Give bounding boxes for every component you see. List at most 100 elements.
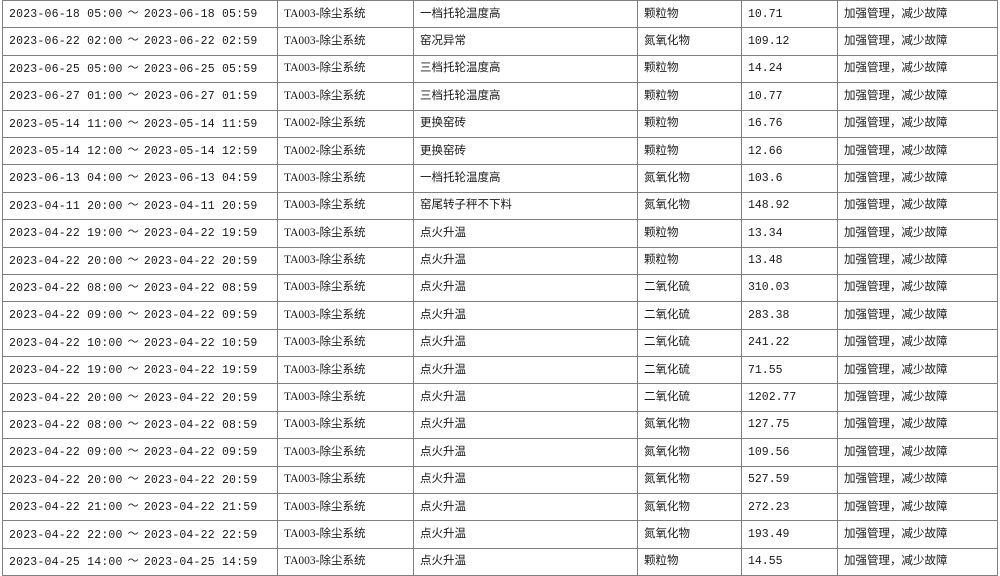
cell-system: TA003-除尘系统 (277, 273, 414, 303)
cell-value: 13.34 (741, 219, 838, 248)
period-separator: ～ (127, 253, 139, 266)
cell-measure: 加强管理，减少故障 (837, 54, 998, 84)
period-separator: ～ (127, 280, 139, 293)
cell-reason: 点火升温 (413, 493, 638, 522)
cell-time-period: 2023-06-22 02:00 ～ 2023-06-22 02:59 (2, 27, 278, 56)
cell-time-period: 2023-06-25 05:00 ～ 2023-06-25 05:59 (2, 54, 278, 84)
cell-pollutant: 氮氧化物 (637, 465, 742, 495)
cell-pollutant: 氮氧化物 (637, 410, 742, 440)
cell-value: 241.22 (741, 328, 838, 358)
cell-measure: 加强管理，减少故障 (837, 438, 998, 467)
cell-measure: 加强管理，减少故障 (837, 164, 998, 193)
cell-time-period: 2023-04-25 14:00 ～ 2023-04-25 14:59 (2, 547, 278, 576)
cell-reason: 点火升温 (413, 383, 638, 412)
period-end: 2023-05-14 12:59 (143, 145, 258, 159)
cell-value: 283.38 (741, 301, 838, 330)
cell-time-period: 2023-04-22 22:00 ～ 2023-04-22 22:59 (2, 520, 278, 549)
period-end: 2023-04-22 21:59 (143, 501, 258, 515)
cell-pollutant: 颗粒物 (637, 82, 742, 111)
cell-measure: 加强管理，减少故障 (837, 493, 998, 522)
cell-time-period: 2023-04-22 09:00 ～ 2023-04-22 09:59 (2, 301, 278, 330)
cell-system: TA003-除尘系统 (277, 383, 414, 412)
cell-value: 193.49 (741, 520, 838, 549)
cell-value: 527.59 (741, 465, 838, 495)
table-row: 2023-06-22 02:00 ～ 2023-06-22 02:59 TA003-除… (2, 27, 998, 56)
cell-system: TA003-除尘系统 (277, 82, 414, 111)
cell-pollutant: 颗粒物 (637, 219, 742, 248)
cell-time-period: 2023-06-27 01:00 ～ 2023-06-27 01:59 (2, 82, 278, 111)
cell-system: TA003-除尘系统 (277, 27, 414, 56)
cell-time-period: 2023-04-22 20:00 ～ 2023-04-22 20:59 (2, 246, 278, 275)
cell-system: TA003-除尘系统 (277, 219, 414, 248)
period-separator: ～ (127, 226, 139, 239)
cell-system: TA003-除尘系统 (277, 0, 414, 29)
cell-measure: 加强管理，减少故障 (837, 465, 998, 495)
cell-value: 103.6 (741, 164, 838, 193)
cell-pollutant: 氮氧化物 (637, 520, 742, 549)
table-row: 2023-04-22 10:00 ～ 2023-04-22 10:59 TA003-除… (2, 328, 998, 358)
cell-value: 10.77 (741, 82, 838, 111)
cell-system: TA003-除尘系统 (277, 410, 414, 440)
cell-system: TA002-除尘系统 (277, 136, 414, 166)
period-start: 2023-05-14 12:00 (9, 145, 123, 159)
table-row: 2023-04-22 20:00 ～ 2023-04-22 20:59 TA003-除… (2, 383, 998, 412)
cell-pollutant: 颗粒物 (637, 54, 742, 84)
period-separator: ～ (127, 144, 139, 157)
period-separator: ～ (127, 89, 139, 102)
period-end: 2023-05-14 11:59 (143, 117, 258, 131)
cell-reason: 三档托轮温度高 (413, 82, 638, 111)
cell-system: TA003-除尘系统 (277, 438, 414, 467)
period-separator: ～ (127, 198, 139, 211)
cell-measure: 加强管理，减少故障 (837, 547, 998, 576)
cell-measure: 加强管理，减少故障 (837, 27, 998, 56)
cell-reason: 点火升温 (413, 328, 638, 358)
period-end: 2023-06-22 02:59 (143, 35, 258, 49)
cell-time-period: 2023-05-14 12:00 ～ 2023-05-14 12:59 (2, 136, 278, 166)
cell-reason: 三档托轮温度高 (413, 54, 638, 84)
period-separator: ～ (127, 363, 139, 376)
period-end: 2023-04-22 09:59 (143, 309, 258, 323)
table-row: 2023-06-18 05:00 ～ 2023-06-18 05:59 TA003-除… (2, 0, 998, 29)
cell-pollutant: 氮氧化物 (637, 191, 742, 221)
period-separator: ～ (127, 390, 139, 403)
cell-pollutant: 颗粒物 (637, 547, 742, 576)
cell-value: 109.56 (741, 438, 838, 467)
cell-reason: 点火升温 (413, 356, 638, 385)
cell-pollutant: 二氧化硫 (637, 356, 742, 385)
cell-reason: 一档托轮温度高 (413, 164, 638, 193)
cell-reason: 窑尾转子秤不下料 (413, 191, 638, 221)
cell-value: 148.92 (741, 191, 838, 221)
period-start: 2023-04-22 20:00 (9, 391, 123, 405)
cell-time-period: 2023-04-22 20:00 ～ 2023-04-22 20:59 (2, 383, 278, 412)
cell-time-period: 2023-04-11 20:00 ～ 2023-04-11 20:59 (2, 191, 278, 221)
table-row: 2023-04-22 21:00 ～ 2023-04-22 21:59 TA003-除… (2, 493, 998, 522)
period-separator: ～ (127, 527, 139, 540)
period-end: 2023-04-22 08:59 (143, 418, 258, 432)
cell-reason: 更换窑砖 (413, 109, 638, 138)
cell-measure: 加强管理，减少故障 (837, 301, 998, 330)
period-start: 2023-04-11 20:00 (9, 199, 123, 213)
cell-reason: 点火升温 (413, 246, 638, 275)
table-row: 2023-06-13 04:00 ～ 2023-06-13 04:59 TA003-除… (2, 164, 998, 193)
cell-reason: 更换窑砖 (413, 136, 638, 166)
period-end: 2023-04-22 20:59 (143, 473, 258, 487)
period-end: 2023-04-22 20:59 (143, 391, 258, 405)
cell-time-period: 2023-04-22 19:00 ～ 2023-04-22 19:59 (2, 356, 278, 385)
cell-time-period: 2023-04-22 20:00 ～ 2023-04-22 20:59 (2, 465, 278, 495)
period-start: 2023-04-22 09:00 (9, 309, 123, 323)
table-row: 2023-05-14 11:00 ～ 2023-05-14 11:59 TA002-除… (2, 109, 998, 138)
cell-system: TA003-除尘系统 (277, 547, 414, 576)
cell-value: 13.48 (741, 246, 838, 275)
cell-measure: 加强管理，减少故障 (837, 328, 998, 358)
cell-reason: 点火升温 (413, 219, 638, 248)
period-start: 2023-06-18 05:00 (9, 8, 123, 22)
cell-value: 310.03 (741, 273, 838, 303)
cell-reason: 窑况异常 (413, 27, 638, 56)
cell-pollutant: 氮氧化物 (637, 164, 742, 193)
cell-value: 109.12 (741, 27, 838, 56)
cell-system: TA003-除尘系统 (277, 356, 414, 385)
cell-measure: 加强管理，减少故障 (837, 246, 998, 275)
cell-measure: 加强管理，减少故障 (837, 273, 998, 303)
cell-system: TA003-除尘系统 (277, 328, 414, 358)
